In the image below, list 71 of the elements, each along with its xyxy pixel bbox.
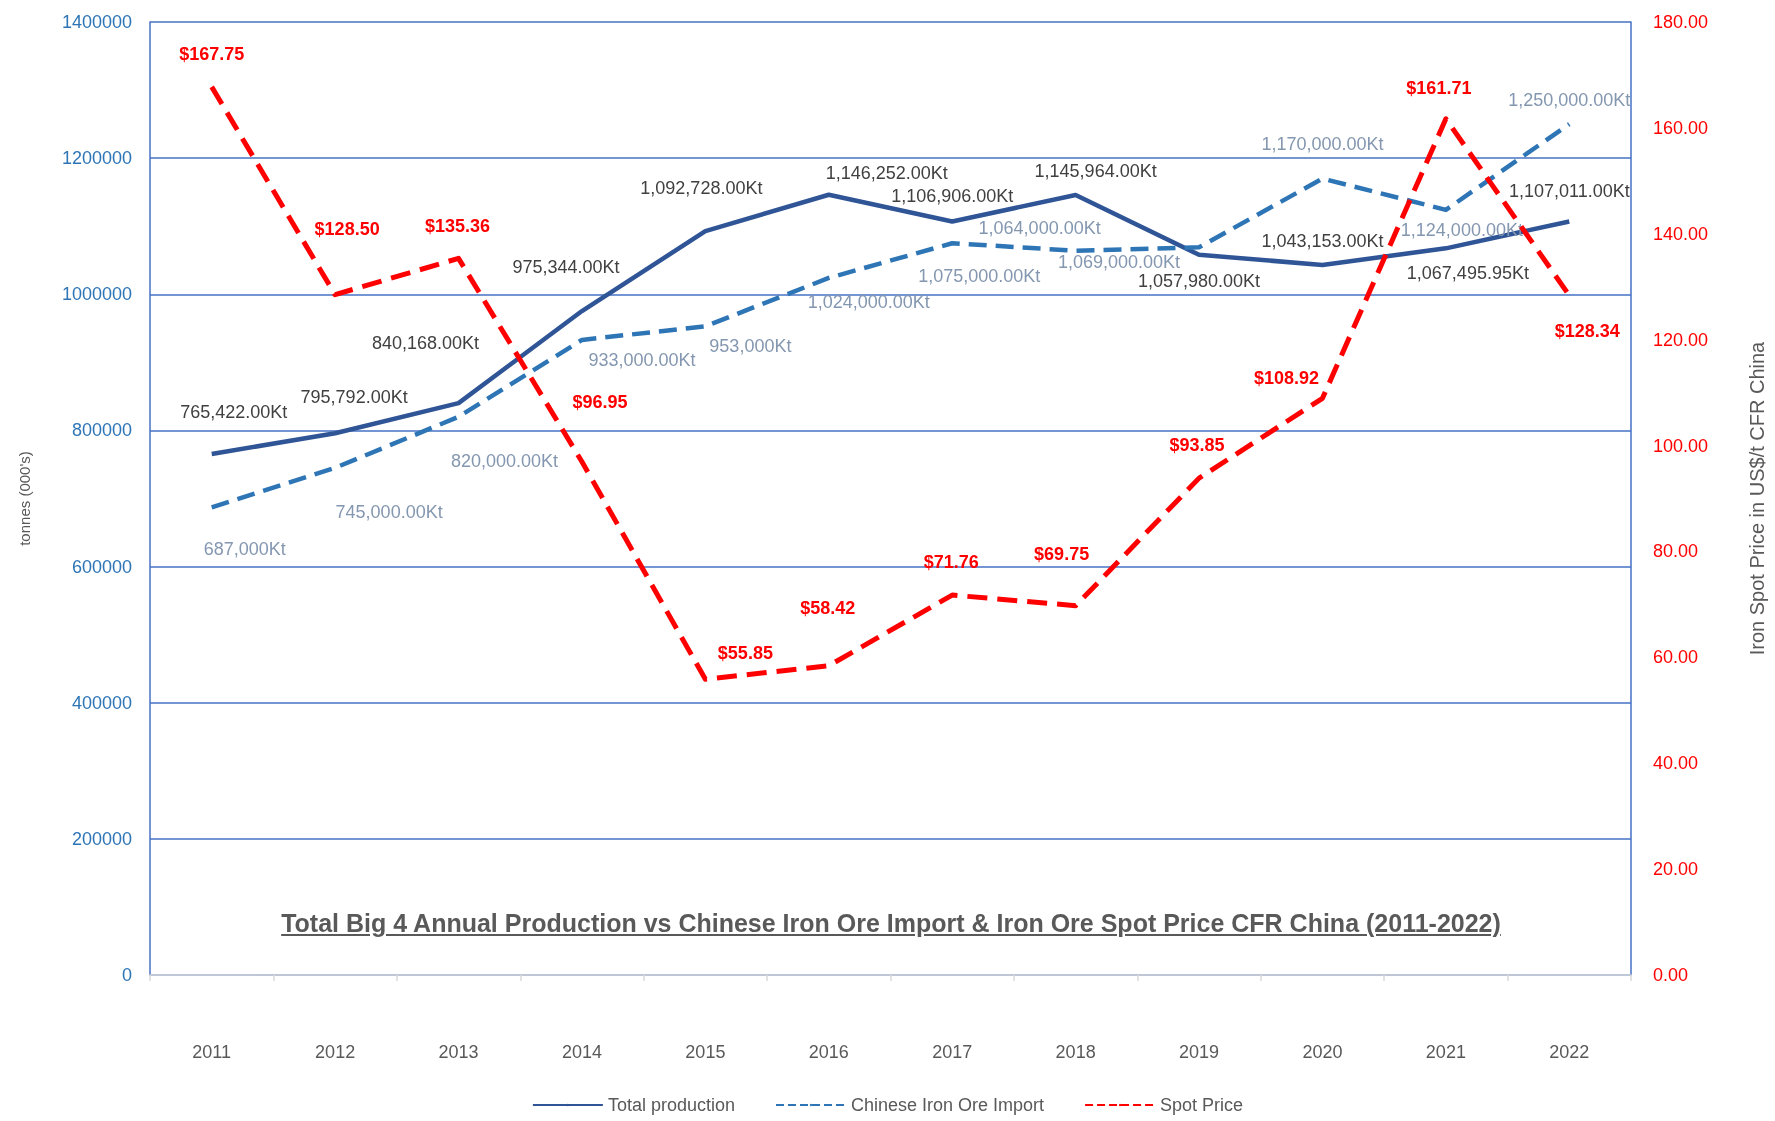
y2-tick-label: 40.00 [1653,753,1699,774]
data-label: $58.42 [800,597,856,618]
y2-axis-title: Iron Spot Price in US$/t CFR China [1746,340,1768,656]
x-tick-label: 2016 [808,1042,849,1062]
y2-tick-label: 160.00 [1653,117,1709,138]
data-label: 1,024,000.00Kt [807,291,930,312]
data-label: 765,422.00Kt [180,401,288,422]
data-label: $128.34 [1554,320,1620,341]
data-label: $108.92 [1253,368,1319,389]
x-tick-label: 2011 [192,1042,232,1062]
data-label: 840,168.00Kt [371,333,480,354]
data-label: $135.36 [425,216,491,237]
y-tick-label: 1200000 [61,148,132,169]
x-tick-label: 2012 [315,1042,356,1062]
data-label: 1,075,000.00Kt [918,266,1041,287]
data-label: $96.95 [572,391,628,412]
data-label: 1,145,964.00Kt [1034,160,1157,181]
data-label: 1,043,153.00Kt [1261,230,1384,251]
x-tick-label: 2020 [1302,1042,1343,1062]
x-tick-label: 2019 [1179,1042,1220,1062]
y-tick-label: 1400000 [61,12,132,32]
data-label: 795,792.00Kt [300,387,408,408]
data-label: $55.85 [717,643,773,664]
data-label: 820,000.00Kt [450,450,559,471]
text: Total Big 4 Annual Production vs Chinese Iron Ore Import & Iron Ore Spot Price CFR China (2011-2022) [281,909,1501,937]
y-axis-title: tonnes (000's) [16,451,33,546]
data-label: 975,344.00Kt [512,257,620,278]
data-label: $71.76 [923,552,979,573]
y2-tick-label: 100.00 [1653,435,1709,456]
x-tick-label: 2017 [932,1042,973,1062]
data-label: 1,057,980.00Kt [1137,270,1261,291]
y-tick-label: 200000 [71,828,132,849]
data-label: $93.85 [1169,435,1225,456]
x-tick-label: 2022 [1549,1042,1590,1062]
y2-tick-label: 120.00 [1653,329,1709,350]
data-label: 933,000.00Kt [588,349,696,370]
data-label: 1,092,728.00Kt [640,178,763,199]
x-tick-label: 2013 [438,1042,479,1062]
data-label: 745,000.00Kt [335,501,443,522]
data-label: 1,064,000.00Kt [978,217,1101,238]
y-tick-label: 800000 [71,420,132,441]
y-tick-label: 400000 [71,692,132,713]
data-label: $128.50 [314,218,380,239]
legend-label: Chinese Iron Ore Import [850,1095,1045,1115]
data-label: 1,067,495.95Kt [1406,263,1529,284]
x-tick-label: 2014 [561,1042,602,1062]
y2-tick-label: 0.00 [1653,965,1689,985]
x-tick-label: 2021 [1425,1042,1466,1062]
x-tick-label: 2018 [1055,1042,1096,1062]
legend-label: Spot Price [1160,1095,1244,1115]
y-tick-label: 600000 [71,556,132,577]
data-label: $161.71 [1406,77,1472,98]
legend-label: Total production [607,1095,735,1115]
data-label: $69.75 [1034,543,1090,564]
data-label: 1,250,000.00Kt [1508,90,1631,111]
y2-tick-label: 180.00 [1653,12,1709,32]
y2-tick-label: 140.00 [1653,223,1709,244]
data-label: 687,000Kt [203,539,286,560]
data-label: 953,000Kt [709,336,792,357]
y-tick-label: 0 [121,965,132,985]
y2-tick-label: 20.00 [1653,859,1699,880]
y-tick-label: 1000000 [61,284,132,305]
data-label: 1,170,000.00Kt [1261,133,1384,154]
y2-tick-label: 60.00 [1653,647,1699,668]
x-tick-label: 2015 [685,1042,726,1062]
data-label: 1,107,011.00Kt [1508,181,1630,202]
data-label: 1,106,906.00Kt [891,185,1014,206]
data-label: $167.75 [179,43,245,64]
data-label: 1,146,252.00Kt [825,162,948,183]
data-label: 1,069,000.00Kt [1057,252,1181,273]
y2-tick-label: 80.00 [1653,541,1699,562]
